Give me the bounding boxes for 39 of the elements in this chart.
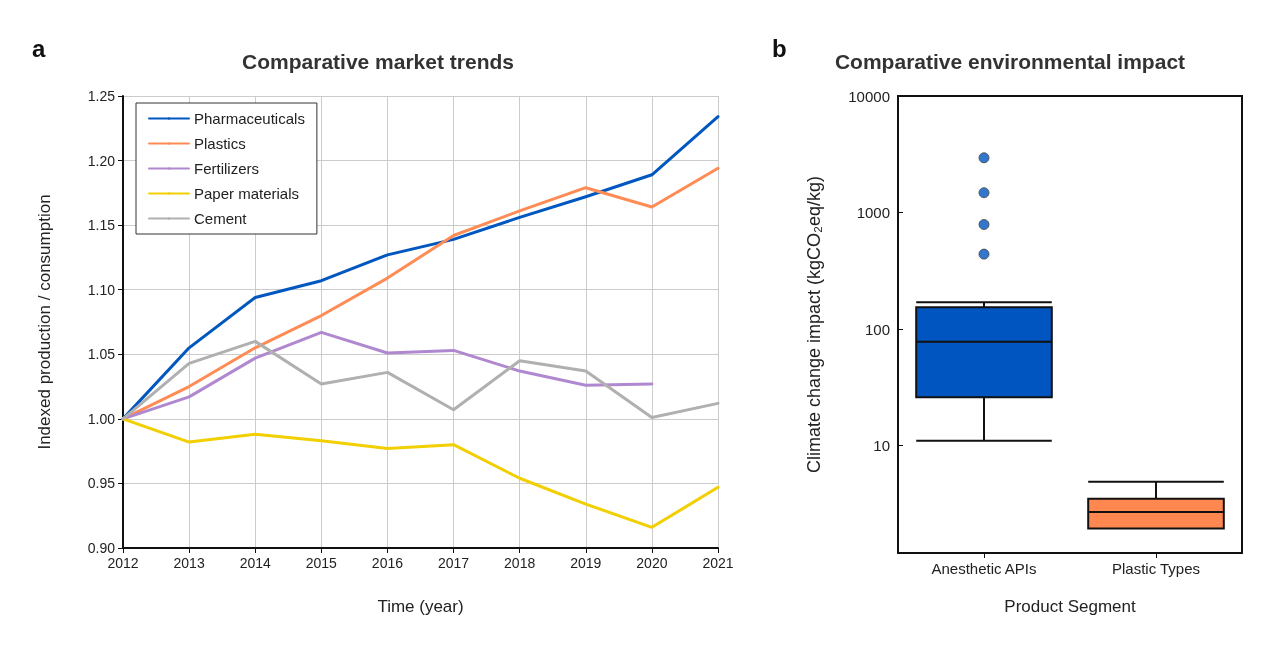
y-tick-label: 1.00 [87,410,116,427]
legend-label: Paper materials [194,185,300,202]
x-axis-title: Time (year) [377,597,464,616]
y-tick-label: 1.25 [87,88,116,104]
x-tick-label: 2018 [504,555,536,571]
y-tick-label: 10000 [848,87,890,105]
y-axis-title: Indexed production / consumption [35,194,54,450]
x-tick-label: 2014 [239,555,271,571]
x-tick-label: 2013 [173,555,205,571]
text: b [772,34,787,62]
x-tick-label: Anesthetic APIs [931,560,1037,577]
x-tick-label: 2016 [371,555,404,571]
legend-label: Pharmaceuticals [194,110,305,127]
y-tick-label: 0.95 [87,475,116,492]
x-tick-label: 2012 [107,555,139,571]
x-tick-label: Plastic Types [1111,560,1201,577]
y-tick-label: 10 [873,437,890,455]
y-tick-label: 1.05 [87,346,116,363]
y-tick-label: 1000 [856,204,890,222]
y-axis-title: Climate change impact (kgCO₂eq/kg) [804,175,824,474]
x-axis-title: Product Segment [1004,597,1136,616]
y-tick-label: 1.15 [87,217,116,234]
legend-label: Cement [194,210,248,227]
line-series [121,339,720,421]
line-series [121,417,720,529]
chart-title: Comparative market trends [242,50,514,73]
x-tick-label: 2019 [570,555,602,571]
y-tick-label: 1.10 [87,281,116,298]
text: a [32,34,46,62]
legend-label: Plastics [194,135,246,152]
x-tick-label: 2020 [636,555,668,571]
x-tick-label: 2015 [305,555,338,571]
legend-label: Fertilizers [194,160,260,177]
chart-title: Comparative environmental impact [834,50,1186,73]
x-tick-label: 2017 [437,555,470,571]
x-tick-label: 2021 [702,555,734,571]
y-tick-label: 1.20 [87,152,116,169]
y-tick-label: 0.90 [87,540,116,556]
y-tick-label: 100 [864,320,890,338]
